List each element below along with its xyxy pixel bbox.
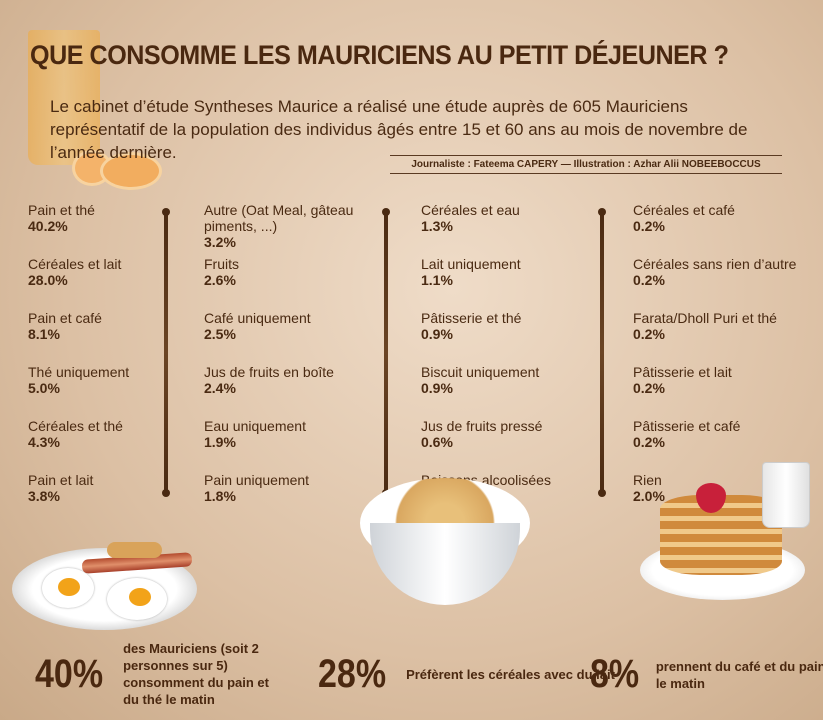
item-label: Pain et lait: [28, 472, 94, 488]
stat-item: Pâtisserie et café 0.2%: [633, 418, 808, 472]
item-value: 0.2%: [633, 380, 665, 396]
stat-item: Biscuit uniquement 0.9%: [421, 364, 581, 418]
item-value: 3.8%: [28, 488, 60, 504]
stat-item: Pain et thé 40.2%: [28, 202, 188, 256]
item-label: Pâtisserie et café: [633, 418, 741, 434]
orange-slice-illustration: [100, 152, 162, 190]
credits: Journaliste : Fateema CAPERY — Illustrat…: [390, 155, 782, 174]
item-value: 0.9%: [421, 380, 453, 396]
item-label: Jus de fruits en boîte: [204, 364, 334, 380]
item-value: 1.8%: [204, 488, 236, 504]
item-label: Pâtisserie et thé: [421, 310, 522, 326]
stat-item: Pain uniquement 1.8%: [204, 472, 364, 526]
item-label: Céréales sans rien d’autre: [633, 256, 797, 272]
eggs-bacon-plate-illustration: [12, 542, 197, 630]
item-value: 4.3%: [28, 434, 60, 450]
highlight-stat: 28% Préfèrent les céréales avec du lait: [318, 652, 616, 697]
item-label: Céréales et lait: [28, 256, 122, 272]
stat-item: Jus de fruits en boîte 2.4%: [204, 364, 364, 418]
item-value: 1.9%: [204, 434, 236, 450]
stats-column: Céréales et café 0.2% Céréales sans rien d…: [633, 202, 808, 526]
cereal-bowl-illustration: [360, 478, 530, 608]
item-label: Céréales et eau: [421, 202, 520, 218]
item-value: 0.2%: [633, 272, 665, 288]
item-label: Rien: [633, 472, 662, 488]
stat-item: Pâtisserie et lait 0.2%: [633, 364, 808, 418]
highlight-text: des Mauriciens (soit 2 personnes sur 5) …: [123, 641, 269, 707]
stat-item: Farata/Dholl Puri et thé 0.2%: [633, 310, 808, 364]
stat-item: Lait uniquement 1.1%: [421, 256, 581, 310]
highlight-stat: 8% prennent du café et du pain le matin: [590, 652, 823, 697]
stat-item: Céréales et thé 4.3%: [28, 418, 188, 472]
stat-item: Autre (Oat Meal, gâteau piments, ...) 3.2…: [204, 202, 364, 256]
stat-item: Céréales et café 0.2%: [633, 202, 808, 256]
stat-item: Jus de fruits pressé 0.6%: [421, 418, 581, 472]
item-label: Eau uniquement: [204, 418, 306, 434]
highlight-percent: 40%: [35, 651, 104, 696]
stat-item: Café uniquement 2.5%: [204, 310, 364, 364]
item-value: 28.0%: [28, 272, 68, 288]
strawberry-illustration: [696, 483, 726, 513]
item-value: 3.2%: [204, 234, 236, 250]
stat-item: Céréales et lait 28.0%: [28, 256, 188, 310]
highlight-text: Préfèrent les céréales avec du lait: [406, 667, 615, 682]
item-value: 0.6%: [421, 434, 453, 450]
column-divider: [162, 208, 170, 497]
item-label: Pain et thé: [28, 202, 95, 218]
item-label: Thé uniquement: [28, 364, 130, 380]
stat-item: Céréales sans rien d’autre 0.2%: [633, 256, 808, 310]
page-title: QUE CONSOMME LES MAURICIENS AU PETIT DÉJ…: [30, 40, 729, 70]
stat-item: Céréales et eau 1.3%: [421, 202, 581, 256]
highlight-text: prennent du café et du pain le matin: [655, 658, 823, 691]
highlight-stat: 40% des Mauriciens (soit 2 personnes sur …: [35, 640, 273, 708]
highlight-percent: 28%: [318, 652, 387, 696]
stat-item: Rien 2.0%: [633, 472, 808, 526]
item-label: Céréales et café: [633, 202, 735, 218]
item-label: Fruits: [204, 256, 239, 272]
stats-column: Autre (Oat Meal, gâteau piments, ...) 3.2…: [204, 202, 364, 526]
stats-column: Pain et thé 40.2% Céréales et lait 28.0% Pai…: [28, 202, 188, 526]
item-label: Pain uniquement: [204, 472, 310, 488]
item-label: Café uniquement: [204, 310, 311, 326]
item-value: 5.0%: [28, 380, 60, 396]
column-divider: [382, 208, 390, 497]
item-value: 0.2%: [633, 218, 665, 234]
item-label: Biscuit uniquement: [421, 364, 540, 380]
item-label: Céréales et thé: [28, 418, 123, 434]
item-value: 40.2%: [28, 218, 68, 234]
item-label: Jus de fruits pressé: [421, 418, 543, 434]
stat-item: Pâtisserie et thé 0.9%: [421, 310, 581, 364]
item-value: 0.9%: [421, 326, 453, 342]
item-label: Pâtisserie et lait: [633, 364, 732, 380]
stat-item: Fruits 2.6%: [204, 256, 364, 310]
column-divider: [598, 208, 606, 497]
intro-text: Le cabinet d’étude Syntheses Maurice a r…: [50, 97, 748, 162]
item-value: 2.0%: [633, 488, 665, 504]
item-value: 1.3%: [421, 218, 453, 234]
item-label: Farata/Dholl Puri et thé: [633, 310, 777, 326]
item-value: 8.1%: [28, 326, 60, 342]
stat-item: Pain et lait 3.8%: [28, 472, 188, 526]
item-label: Lait uniquement: [421, 256, 521, 272]
item-value: 0.2%: [633, 434, 665, 450]
milk-glass-illustration: [762, 462, 810, 528]
highlight-percent: 8%: [590, 652, 640, 696]
item-label: Autre (Oat Meal, gâteau piments, ...): [204, 202, 354, 234]
stat-item: Pain et café 8.1%: [28, 310, 188, 364]
item-value: 1.1%: [421, 272, 453, 288]
orange-juice-glass-illustration: [28, 30, 100, 165]
item-label: Pain et café: [28, 310, 102, 326]
item-value: 2.5%: [204, 326, 236, 342]
item-value: 2.4%: [204, 380, 236, 396]
stat-item: Eau uniquement 1.9%: [204, 418, 364, 472]
stat-item: Thé uniquement 5.0%: [28, 364, 188, 418]
item-value: 2.6%: [204, 272, 236, 288]
item-value: 0.2%: [633, 326, 665, 342]
